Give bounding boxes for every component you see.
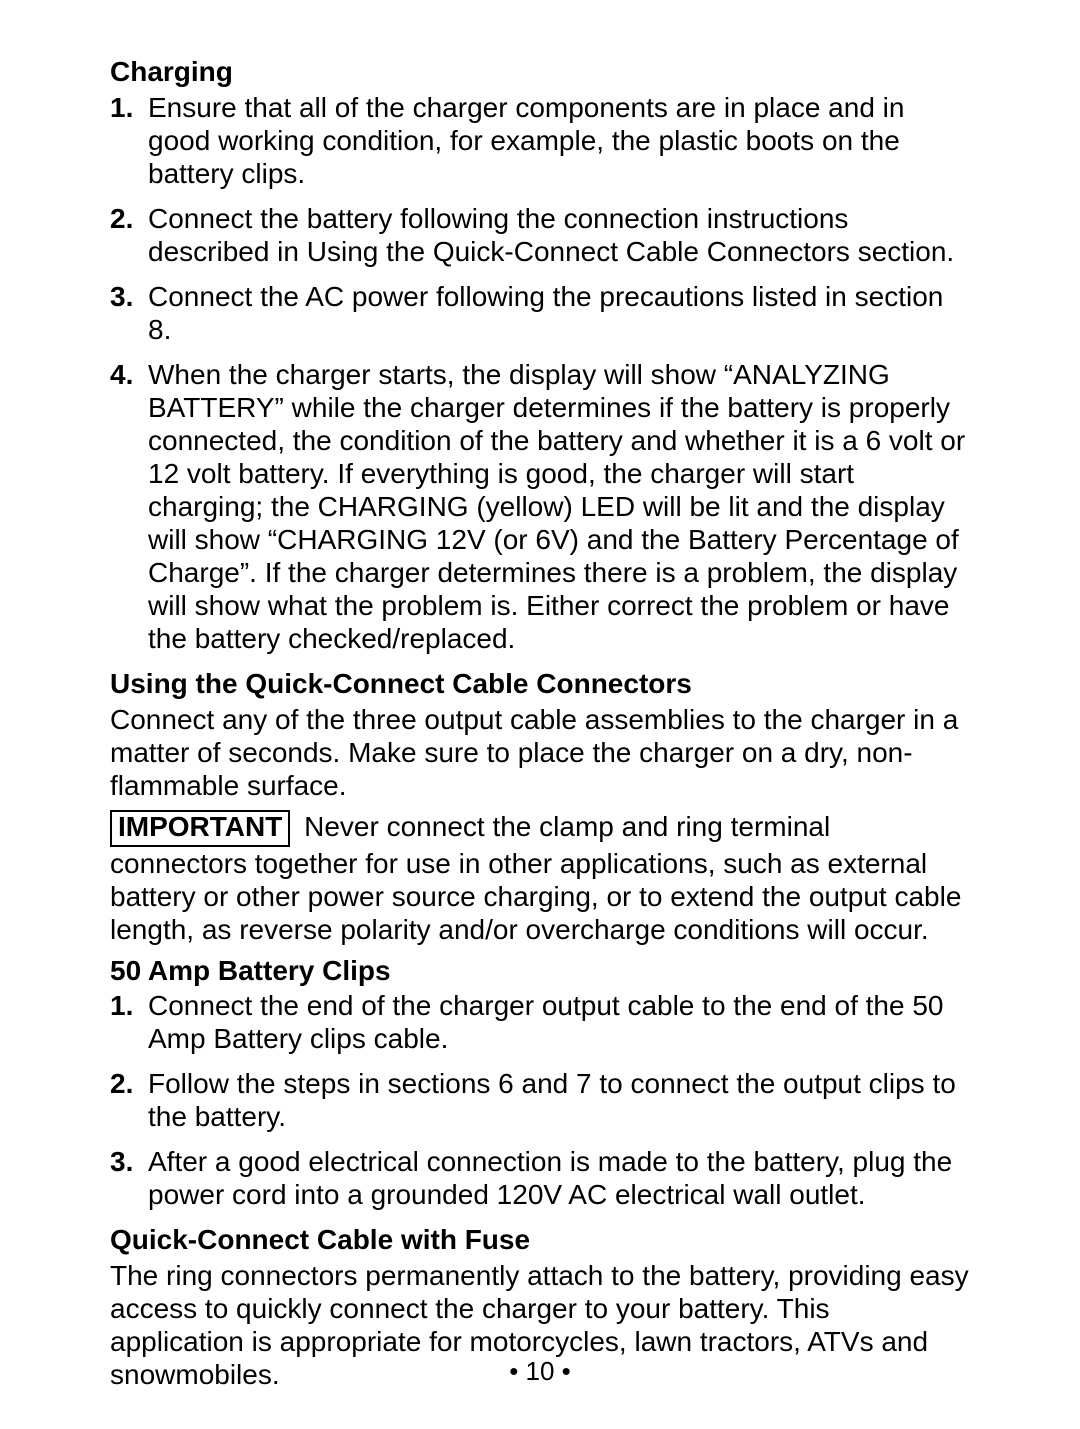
step-number: 2. [110,202,133,235]
page-number: • 10 • [0,1356,1080,1387]
list-item: 1. Ensure that all of the charger compon… [110,91,970,190]
important-label: IMPORTANT [110,810,290,847]
quick-connect-heading: Using the Quick-Connect Cable Connectors [110,667,970,701]
step-text: Connect the end of the charger output ca… [148,990,943,1054]
step-number: 1. [110,989,133,1022]
quick-connect-intro: Connect any of the three output cable as… [110,703,970,802]
step-number: 2. [110,1067,133,1100]
charging-heading: Charging [110,55,970,89]
document-page: Charging 1. Ensure that all of the charg… [0,0,1080,1429]
step-text: After a good electrical connection is ma… [148,1146,952,1210]
step-number: 3. [110,1145,133,1178]
step-number: 4. [110,358,133,391]
step-number: 1. [110,91,133,124]
step-text: Follow the steps in sections 6 and 7 to … [148,1068,956,1132]
list-item: 2. Connect the battery following the con… [110,202,970,268]
list-item: 2. Follow the steps in sections 6 and 7 … [110,1067,970,1133]
step-text: Ensure that all of the charger component… [148,92,904,189]
charging-steps: 1. Ensure that all of the charger compon… [110,91,970,656]
battery-clips-heading: 50 Amp Battery Clips [110,954,970,988]
fuse-cable-heading: Quick-Connect Cable with Fuse [110,1223,970,1257]
step-text: When the charger starts, the display wil… [148,359,965,654]
list-item: 3. After a good electrical connection is… [110,1145,970,1211]
step-number: 3. [110,280,133,313]
list-item: 4. When the charger starts, the display … [110,358,970,655]
battery-clips-steps: 1. Connect the end of the charger output… [110,989,970,1211]
step-text: Connect the battery following the connec… [148,203,954,267]
important-note: IMPORTANT Never connect the clamp and ri… [110,810,970,946]
list-item: 3. Connect the AC power following the pr… [110,280,970,346]
step-text: Connect the AC power following the preca… [148,281,943,345]
list-item: 1. Connect the end of the charger output… [110,989,970,1055]
